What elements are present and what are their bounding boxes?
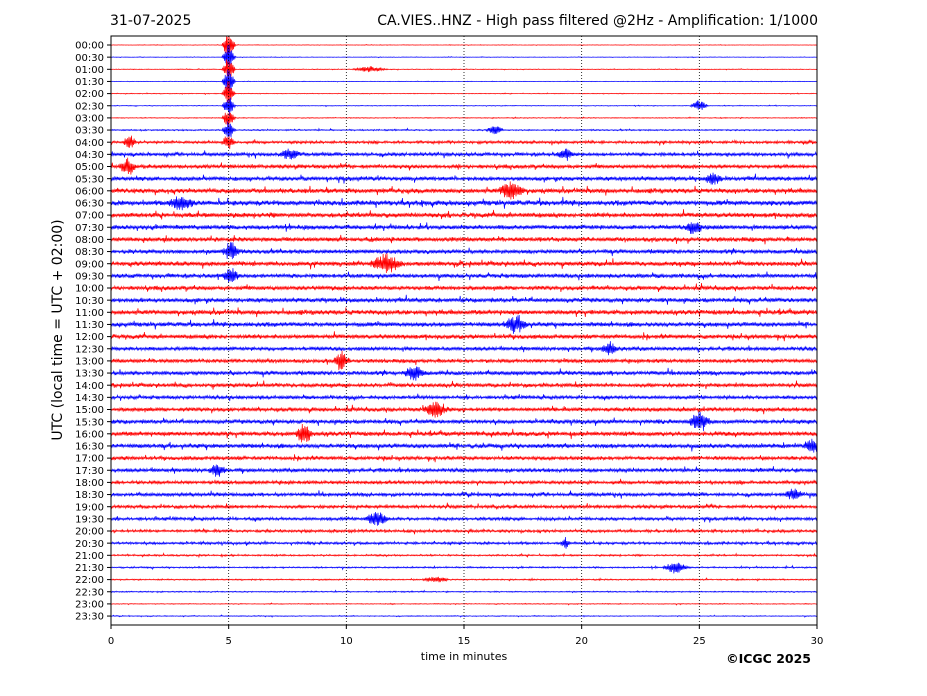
y-tick-label: 09:30 (75, 271, 104, 282)
y-tick-label: 11:30 (75, 320, 104, 331)
y-tick-label: 05:30 (75, 174, 104, 185)
copyright-label: ©ICGC 2025 (726, 651, 811, 666)
y-tick-label: 02:00 (75, 89, 104, 100)
x-tick-label: 30 (811, 636, 824, 647)
trace-line (110, 157, 818, 175)
y-tick-label: 23:30 (75, 612, 104, 623)
y-tick-label: 22:30 (75, 587, 104, 598)
y-tick-label: 10:00 (75, 284, 104, 295)
y-tick-label: 15:30 (75, 417, 104, 428)
y-tick-label: 00:30 (75, 53, 104, 64)
y-tick-label: 17:30 (75, 466, 104, 477)
x-tick-label: 20 (575, 636, 588, 647)
y-tick-label: 06:00 (75, 186, 104, 197)
y-tick-label: 10:30 (75, 296, 104, 307)
date-label: 31-07-2025 (110, 13, 191, 29)
y-tick-label: 19:00 (75, 502, 104, 513)
y-tick-label: 22:00 (75, 575, 104, 586)
trace-line (110, 209, 818, 220)
y-tick-label: 03:00 (75, 114, 104, 125)
y-tick-label: 02:30 (75, 101, 104, 112)
x-tick-label: 25 (693, 636, 706, 647)
trace-line (110, 196, 818, 211)
y-tick-label: 17:00 (75, 454, 104, 465)
trace-line (110, 478, 818, 486)
y-tick-label: 21:00 (75, 551, 104, 562)
trace-line (110, 512, 818, 526)
y-tick-label: 12:30 (75, 344, 104, 355)
x-tick-label: 10 (340, 636, 353, 647)
y-tick-label: 12:00 (75, 332, 104, 343)
trace-line (110, 234, 818, 245)
y-tick-label: 20:30 (75, 539, 104, 550)
y-tick-label: 16:30 (75, 442, 104, 453)
y-tick-label: 23:00 (75, 600, 104, 611)
y-tick-label: 16:00 (75, 429, 104, 440)
trace-line (110, 424, 818, 443)
y-axis-label: UTC (local time = UTC + 02:00) (50, 219, 66, 440)
y-tick-label: 18:30 (75, 490, 104, 501)
y-tick-label: 01:00 (75, 65, 104, 76)
y-tick-label: 05:00 (75, 162, 104, 173)
y-tick-label: 03:30 (75, 126, 104, 137)
y-tick-label: 01:30 (75, 77, 104, 88)
y-tick-label: 07:00 (75, 211, 104, 222)
vertical-gridlines (228, 36, 700, 625)
x-tick-label: 15 (458, 636, 471, 647)
y-tick-label: 15:00 (75, 405, 104, 416)
trace-line (110, 502, 818, 511)
x-tick-label: 5 (225, 636, 231, 647)
trace-line (110, 97, 818, 116)
y-tick-label: 04:30 (75, 150, 104, 161)
y-tick-label: 13:30 (75, 369, 104, 380)
y-tick-label: 06:30 (75, 199, 104, 210)
y-tick-label: 13:00 (75, 357, 104, 368)
y-tick-label: 04:00 (75, 138, 104, 149)
trace-line (110, 488, 818, 500)
y-tick-label: 14:00 (75, 381, 104, 392)
trace-line (110, 454, 818, 463)
y-tick-label: 21:30 (75, 563, 104, 574)
x-axis-ticks: 0 5 10 15 20 25 30 (108, 625, 824, 647)
chart-title: CA.VIES..HNZ - High pass filtered @2Hz -… (377, 13, 818, 29)
y-tick-label: 07:30 (75, 223, 104, 234)
x-tick-label: 0 (108, 636, 114, 647)
y-tick-label: 11:00 (75, 308, 104, 319)
trace-line (110, 401, 818, 418)
y-tick-label: 18:00 (75, 478, 104, 489)
y-tick-label: 08:00 (75, 235, 104, 246)
y-tick-label: 08:30 (75, 247, 104, 258)
y-tick-label: 19:30 (75, 514, 104, 525)
y-tick-label: 00:00 (75, 41, 104, 52)
x-axis-label: time in minutes (421, 650, 508, 663)
trace-line (110, 268, 818, 283)
y-tick-label: 20:00 (75, 527, 104, 538)
trace-line (110, 242, 818, 260)
trace-line (110, 380, 818, 390)
y-tick-label: 14:30 (75, 393, 104, 404)
trace-line (110, 283, 818, 293)
y-tick-label: 09:00 (75, 259, 104, 270)
